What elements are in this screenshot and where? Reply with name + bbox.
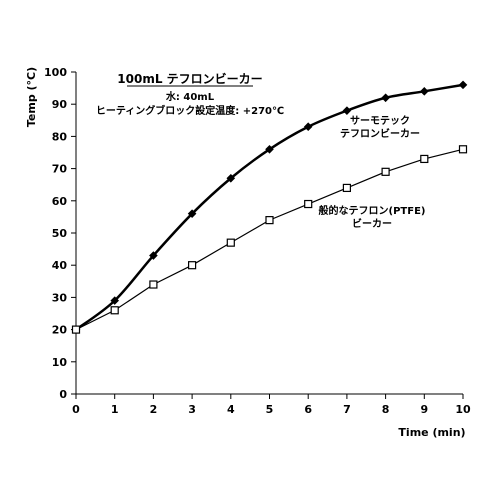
series-1-point [110, 296, 120, 305]
x-tick-label: 5 [266, 403, 274, 416]
y-tick-label: 90 [52, 98, 68, 111]
series-2-point [342, 183, 351, 193]
series-2-point [188, 261, 197, 270]
y-tick-label: 70 [52, 163, 68, 176]
x-tick-label: 3 [188, 403, 196, 416]
series-1-point [303, 122, 313, 132]
series-1-point [149, 251, 158, 260]
y-tick-label: 0 [59, 388, 67, 401]
y-tick-label: 20 [52, 324, 68, 337]
series-1-label-line-2: テフロンビーカー [340, 127, 420, 140]
y-axis-label: Temp (°C) [25, 67, 38, 127]
x-tick-label: 2 [150, 403, 158, 416]
series-1-point [226, 173, 236, 183]
y-tick-label: 80 [52, 130, 68, 143]
chart-subtitle-line-1: 水: 40mL [165, 90, 215, 103]
x-tick-label: 10 [455, 403, 471, 416]
x-tick-label: 9 [420, 403, 428, 416]
y-tick-label: 10 [52, 356, 68, 369]
series-1-point [187, 209, 197, 218]
series-2-point [458, 145, 468, 154]
y-tick-label: 40 [52, 259, 68, 272]
series-2-point [226, 238, 235, 247]
chart-title: 100mL テフロンビーカー [117, 71, 262, 86]
series-2-point [110, 306, 119, 315]
x-tick-label: 7 [343, 403, 351, 416]
series-1-point [458, 80, 468, 90]
series-2-point [381, 167, 390, 176]
y-tick-label: 60 [52, 195, 68, 208]
y-tick-label: 50 [52, 227, 68, 240]
series-2-point [71, 325, 81, 334]
series-2-point [304, 199, 313, 209]
series-1-point [419, 87, 429, 96]
x-tick-label: 4 [227, 403, 235, 416]
series-2-label-line-2: ビーカー [352, 217, 392, 230]
x-tick-label: 1 [111, 403, 119, 416]
series-2-point [420, 154, 429, 164]
series-2-label-line-1: 般的なテフロン(PTFE) [319, 204, 426, 217]
series-1-point [265, 144, 274, 154]
series-2-point [265, 216, 274, 225]
x-tick-label: 8 [382, 403, 390, 416]
series-2-line [75, 148, 464, 331]
y-tick-label: 30 [52, 291, 68, 304]
x-axis-label: Time (min) [398, 426, 465, 439]
series-layer [71, 80, 468, 334]
x-tick-label: 6 [304, 403, 312, 416]
series-1-point [342, 106, 352, 115]
x-tick-label: 0 [72, 403, 80, 416]
axes: 0 10 20 30 40 50 60 70 80 90 100 0 1 2 3 4 5 6 7 8 9 10 [44, 66, 471, 416]
series-1-point [381, 93, 390, 103]
series-2-point [149, 280, 158, 289]
y-tick-label: 100 [44, 66, 67, 79]
series-1-label-line-1: サーモテック [350, 115, 410, 127]
chart-subtitle-line-2: ヒーティングブロック設定温度: +270℃ [96, 104, 284, 117]
